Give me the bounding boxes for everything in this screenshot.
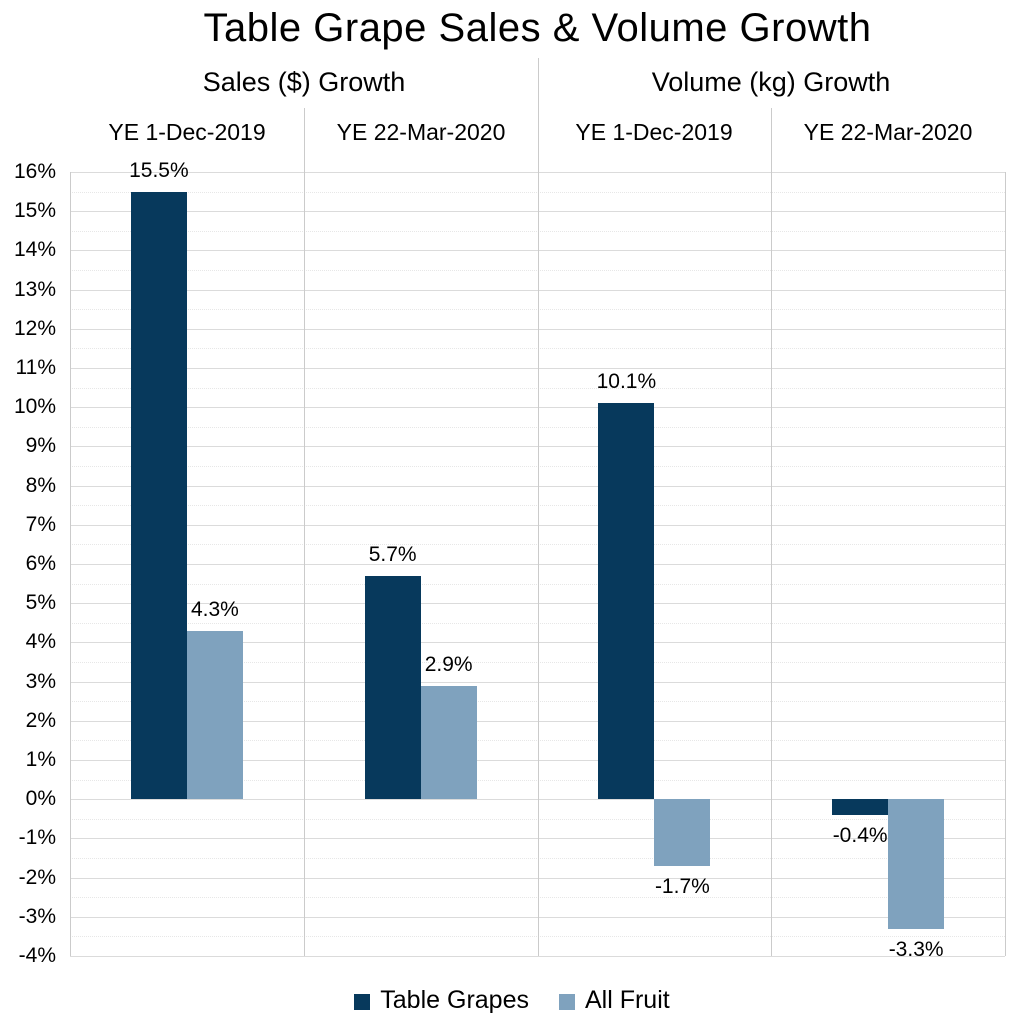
y-axis-tick-label: 15%	[13, 199, 56, 223]
plot-left-border	[70, 172, 71, 956]
y-axis-tick-label: -1%	[18, 826, 56, 850]
plot-right-border	[1005, 172, 1006, 956]
data-label: 5.7%	[368, 542, 417, 566]
bar-table-grapes	[130, 191, 187, 800]
group-label-sales-ye-1-dec-2019: YE 1-Dec-2019	[108, 119, 266, 145]
y-axis-tick-label: -4%	[18, 944, 56, 967]
group-label-volume-ye-1-dec-2019: YE 1-Dec-2019	[575, 119, 733, 145]
data-label: 15.5%	[129, 158, 189, 182]
legend-swatch-table-grapes	[354, 993, 371, 1010]
data-label: -1.7%	[654, 874, 710, 898]
section-divider	[537, 58, 539, 956]
y-axis-tick-label: 9%	[25, 434, 56, 458]
data-label: 2.9%	[424, 652, 473, 676]
y-axis-tick-label: -2%	[18, 865, 56, 889]
y-axis-tick-label: 2%	[25, 708, 56, 732]
y-axis-tick-label: 12%	[13, 316, 56, 340]
legend: Table Grapes All Fruit	[0, 986, 1024, 1015]
group-label-volume-ye-22-mar-2020: YE 22-Mar-2020	[803, 119, 973, 145]
bar-all-fruit	[186, 630, 243, 800]
data-label: -3.3%	[888, 937, 944, 961]
y-axis-tick-label: 10%	[13, 395, 56, 419]
data-label: -0.4%	[832, 823, 888, 847]
bar-table-grapes	[832, 799, 889, 815]
y-axis-tick-label: 11%	[15, 356, 56, 379]
y-axis-tick-label: 5%	[25, 591, 56, 615]
group-label-sales-ye-22-mar-2020: YE 22-Mar-2020	[336, 119, 506, 145]
y-axis-tick-label: -3%	[18, 904, 56, 928]
bar-table-grapes	[364, 575, 421, 800]
category-divider	[771, 108, 773, 956]
y-axis-tick-label: 13%	[13, 277, 56, 301]
category-divider	[303, 108, 305, 956]
legend-label-table-grapes: Table Grapes	[380, 986, 529, 1014]
y-axis-tick-label: 14%	[13, 238, 56, 262]
section-label-sales: Sales ($) Growth	[202, 67, 406, 97]
section-label-volume: Volume (kg) Growth	[651, 67, 891, 97]
legend-label-all-fruit: All Fruit	[584, 986, 670, 1014]
gridline-major	[70, 956, 1005, 957]
legend-swatch-all-fruit	[558, 993, 575, 1010]
y-axis-tick-label: 7%	[25, 512, 56, 536]
data-label: 10.1%	[596, 370, 657, 394]
y-axis-tick-label: 8%	[25, 473, 56, 497]
y-axis-tick-label: 1%	[25, 748, 56, 771]
y-axis-tick-label: 3%	[25, 669, 56, 693]
y-axis-tick-label: 0%	[25, 787, 56, 811]
bar-all-fruit	[654, 799, 711, 866]
y-axis-tick-label: 4%	[25, 630, 56, 654]
y-axis-tick-label: 16%	[13, 160, 56, 183]
bar-all-fruit	[420, 685, 477, 800]
chart-title: Table Grape Sales & Volume Growth	[203, 6, 872, 50]
y-axis-tick-label: 6%	[25, 552, 56, 575]
bar-all-fruit	[888, 799, 945, 929]
bar-table-grapes	[598, 403, 655, 800]
data-label: 4.3%	[190, 597, 239, 621]
